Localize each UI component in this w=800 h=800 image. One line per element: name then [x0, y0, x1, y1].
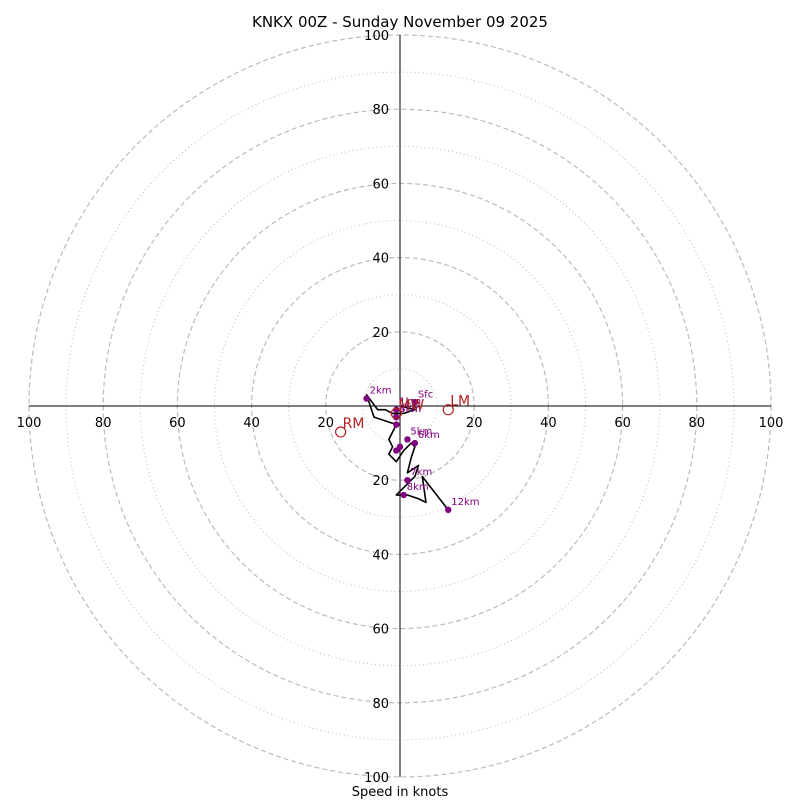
tick-label-left-0: 100 [17, 416, 42, 431]
tick-label-top-2: 60 [372, 177, 389, 192]
tick-label-right-0: 20 [466, 416, 483, 431]
marker-point-0 [393, 421, 400, 428]
height-label-7km: 7km [410, 467, 432, 478]
storm-motion-lm [442, 404, 454, 416]
height-label-1km: 1km [399, 397, 421, 408]
height-label-12km: 12km [451, 497, 479, 508]
tick-label-right-2: 60 [614, 416, 631, 431]
tick-label-left-4: 20 [318, 416, 335, 431]
tick-label-bottom-2: 60 [372, 623, 389, 638]
tick-label-top-3: 40 [372, 252, 389, 267]
height-marker-6km [411, 439, 419, 447]
hodograph-trace [365, 394, 449, 511]
height-label-Sfc: Sfc [418, 389, 433, 400]
storm-motion-label-lm: LM [450, 394, 470, 410]
height-label-8km: 8km [407, 482, 429, 493]
storm-motion-rm [335, 426, 347, 438]
height-marker-12km [445, 506, 452, 514]
tick-label-top-4: 20 [372, 326, 389, 341]
height-label-2km: 2km [370, 386, 392, 397]
storm-motion-label-rm: RM [343, 416, 365, 432]
tick-labels: 100 80 60 40 20 20 40 60 80 100 100 80 60 40 20 20 40 60 8… [17, 29, 784, 786]
storm-motion-markers: RM LM MW [335, 394, 470, 438]
tick-label-bottom-0: 20 [372, 474, 389, 489]
height-label-5km: 5km [410, 426, 432, 437]
marker-point-2 [393, 447, 400, 454]
height-label-3km: 3km [399, 404, 421, 415]
tick-label-bottom-4: 100 [364, 771, 389, 786]
height-marker-2km [363, 395, 370, 402]
storm-motion-label-mw: MW [398, 397, 424, 413]
tick-label-right-3: 80 [689, 416, 706, 431]
tick-label-right-4: 100 [759, 416, 784, 431]
tick-label-top-1: 80 [372, 103, 389, 118]
height-marker-7km [404, 477, 411, 484]
height-marker-5km [404, 436, 411, 443]
tick-label-bottom-3: 80 [372, 697, 389, 712]
x-axis-label: Speed in knots [352, 785, 449, 800]
storm-motion-mw [390, 407, 402, 420]
hodograph-line [365, 394, 449, 511]
tick-label-left-2: 60 [169, 416, 186, 431]
chart-title: KNKX 00Z - Sunday November 09 2025 [252, 13, 548, 31]
tick-label-left-1: 80 [95, 416, 112, 431]
height-marker-Sfc [411, 399, 419, 406]
height-label-4km: 4km [399, 404, 421, 415]
tick-label-bottom-1: 40 [372, 548, 389, 563]
height-marker-8km [400, 491, 407, 499]
height-label-6km: 6km [418, 430, 440, 441]
tick-label-left-3: 40 [243, 416, 260, 431]
tick-label-right-1: 40 [540, 416, 557, 431]
tick-label-top-0: 100 [364, 29, 389, 44]
